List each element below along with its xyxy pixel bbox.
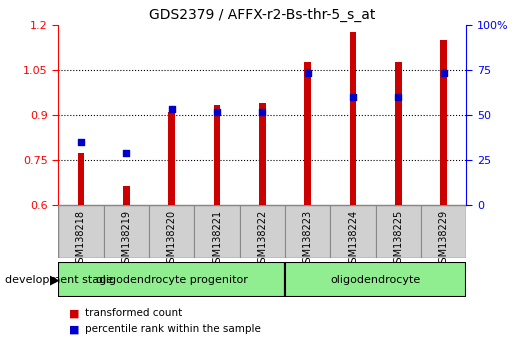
Point xyxy=(258,109,267,115)
Text: GSM138229: GSM138229 xyxy=(439,210,449,269)
Bar xyxy=(77,153,84,205)
Bar xyxy=(240,205,285,258)
Point xyxy=(349,94,357,100)
Text: oligodendrocyte: oligodendrocyte xyxy=(331,275,421,285)
Bar xyxy=(149,205,195,258)
Bar xyxy=(421,205,466,258)
Text: transformed count: transformed count xyxy=(85,308,182,318)
Point xyxy=(77,139,85,145)
Text: development stage: development stage xyxy=(5,275,113,285)
Point xyxy=(122,150,130,155)
Bar xyxy=(285,262,466,297)
Bar xyxy=(395,62,402,205)
Bar xyxy=(304,62,311,205)
Point xyxy=(213,109,221,115)
Bar xyxy=(195,205,240,258)
Bar xyxy=(376,205,421,258)
Text: percentile rank within the sample: percentile rank within the sample xyxy=(85,324,261,334)
Text: oligodendrocyte progenitor: oligodendrocyte progenitor xyxy=(96,275,248,285)
Bar xyxy=(123,186,130,205)
Text: GSM138221: GSM138221 xyxy=(212,210,222,269)
Point xyxy=(394,94,403,100)
Text: GSM138223: GSM138223 xyxy=(303,210,313,269)
Text: GSM138219: GSM138219 xyxy=(121,210,131,269)
Bar xyxy=(214,104,220,205)
Bar xyxy=(58,262,285,297)
Text: GSM138220: GSM138220 xyxy=(166,210,176,269)
Text: ■: ■ xyxy=(69,324,80,334)
Bar xyxy=(350,32,357,205)
Bar xyxy=(58,205,104,258)
Bar xyxy=(440,40,447,205)
Text: GSM138224: GSM138224 xyxy=(348,210,358,269)
Text: GSM138225: GSM138225 xyxy=(393,210,403,269)
Text: ▶: ▶ xyxy=(50,273,60,286)
Text: ■: ■ xyxy=(69,308,80,318)
Bar xyxy=(104,205,149,258)
Title: GDS2379 / AFFX-r2-Bs-thr-5_s_at: GDS2379 / AFFX-r2-Bs-thr-5_s_at xyxy=(149,8,376,22)
Point xyxy=(167,106,176,112)
Bar xyxy=(285,205,330,258)
Bar xyxy=(259,103,266,205)
Text: GSM138218: GSM138218 xyxy=(76,210,86,269)
Bar xyxy=(168,112,175,205)
Text: GSM138222: GSM138222 xyxy=(258,210,267,269)
Bar xyxy=(330,205,376,258)
Point xyxy=(439,70,448,76)
Point xyxy=(304,70,312,76)
